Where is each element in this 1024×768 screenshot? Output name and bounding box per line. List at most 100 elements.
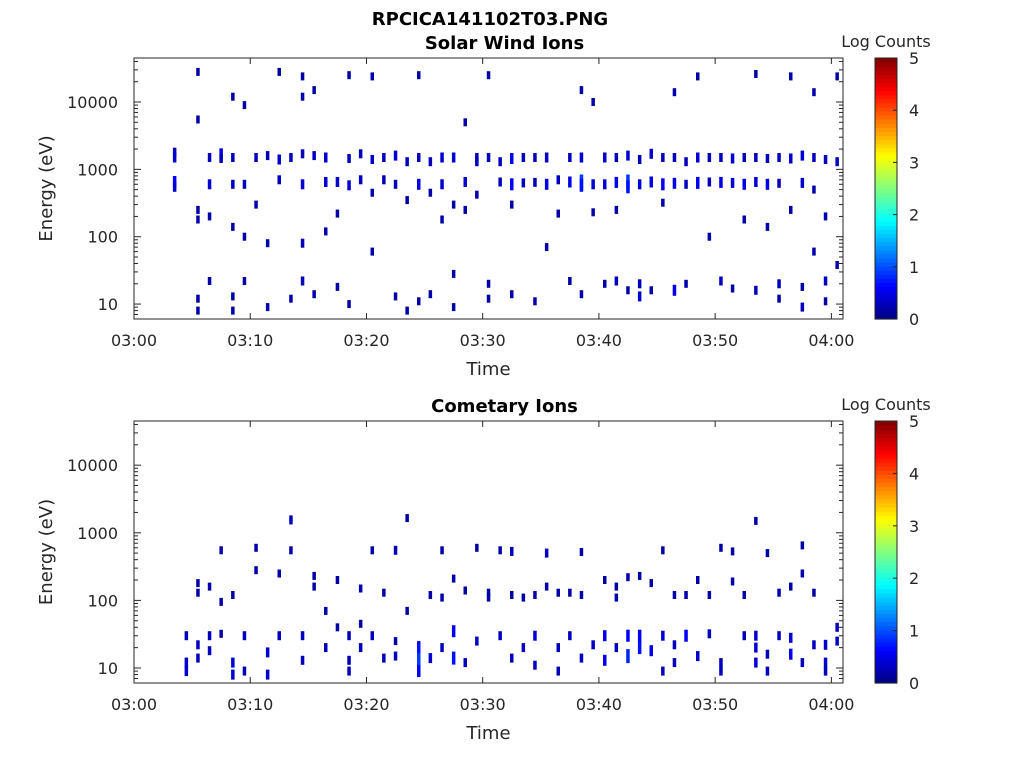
colorbar-swatch (875, 588, 897, 594)
heatmap-cell (626, 573, 630, 582)
heatmap-cell (277, 67, 281, 76)
axes-frame (133, 420, 844, 684)
colorbar-swatch (875, 445, 897, 451)
heatmap-cell (765, 178, 770, 190)
colorbar-swatch (875, 457, 897, 463)
heatmap-cell (510, 591, 514, 599)
heatmap-cell (603, 279, 607, 288)
heatmap-cell (451, 200, 456, 209)
heatmap-cell (382, 175, 386, 185)
heatmap-cell (730, 284, 735, 293)
heatmap-cell (568, 588, 572, 597)
heatmap-cell (521, 643, 526, 653)
colorbar-swatch (875, 662, 897, 668)
heatmap-cell (696, 176, 700, 189)
heatmap-cell (440, 152, 444, 163)
heatmap-cell (510, 290, 514, 299)
heatmap-cell (684, 179, 688, 189)
x-tick-label: 04:00 (808, 695, 854, 714)
heatmap-cell (649, 579, 653, 588)
heatmap-cell (347, 154, 351, 163)
heatmap-cell (579, 86, 584, 95)
heatmap-cell (300, 72, 305, 81)
colorbar-swatch (875, 257, 897, 263)
colorbar-swatch (875, 629, 897, 635)
heatmap-cell (393, 179, 398, 189)
heatmap-cell (661, 666, 665, 676)
colorbar-swatch (875, 527, 897, 533)
colorbar-swatch (875, 168, 897, 173)
colorbar-swatch (875, 127, 897, 133)
heatmap-cell (823, 297, 828, 306)
heatmap-cell (370, 188, 374, 197)
colorbar-swatch (875, 143, 897, 149)
heatmap-cell (196, 294, 200, 303)
heatmap-cell (510, 546, 514, 556)
colorbar-swatch (875, 478, 897, 483)
heatmap-cell (521, 153, 526, 162)
colorbar-swatch (875, 613, 897, 619)
colorbar-swatch (875, 237, 897, 243)
heatmap-cell (719, 153, 723, 162)
colorbar-swatch (875, 637, 897, 643)
heatmap-cell (184, 657, 189, 668)
colorbar-tick-label: 2 (909, 569, 919, 588)
colorbar-swatch (875, 188, 897, 194)
heatmap-cell (300, 631, 305, 641)
heatmap-cell (277, 175, 281, 185)
y-tick-label: 10000 (67, 456, 118, 475)
heatmap-cell (451, 269, 456, 278)
heatmap-cell (823, 639, 828, 650)
heatmap-cell (812, 247, 816, 256)
colorbar-swatch (875, 515, 897, 520)
heatmap-cell (707, 177, 712, 187)
colorbar-frame (874, 420, 898, 684)
heatmap-cell (265, 669, 270, 680)
heatmap-cell (533, 297, 537, 306)
heatmap-cell (370, 546, 374, 555)
heatmap-cell (637, 279, 642, 289)
colorbar-swatch (875, 208, 897, 214)
heatmap-cell (417, 71, 421, 80)
heatmap-cell (358, 149, 363, 159)
colorbar-swatch (875, 584, 897, 590)
heatmap-cell (486, 294, 491, 303)
heatmap-cell (451, 152, 456, 163)
heatmap-cell (777, 631, 781, 641)
heatmap-cell (370, 72, 374, 81)
heatmap-cell (417, 665, 421, 678)
colorbar-swatch (875, 131, 897, 137)
colorbar-tick-label: 4 (909, 464, 919, 483)
heatmap-cell (254, 566, 258, 575)
heatmap-cell (324, 177, 328, 187)
heatmap-cell (405, 514, 409, 523)
heatmap-cell (231, 306, 235, 315)
y-tick-label: 10 (98, 659, 118, 678)
colorbar-swatch (875, 646, 897, 651)
colorbar-swatch (875, 564, 897, 569)
heatmap-cell (475, 190, 479, 199)
heatmap-cell (417, 153, 421, 162)
x-tick-label: 03:50 (692, 695, 738, 714)
heatmap-cell (789, 72, 793, 81)
colorbar-swatch (875, 221, 897, 226)
colorbar-swatch (875, 249, 897, 255)
colorbar-swatch (875, 539, 897, 545)
heatmap-cell (614, 276, 619, 286)
heatmap-cell (463, 205, 467, 214)
y-tick-label: 10 (98, 295, 118, 314)
heatmap-cell (358, 175, 363, 185)
heatmap-cell (335, 209, 340, 218)
chart-title: Cometary Ions (431, 396, 578, 417)
heatmap-cell (835, 261, 839, 269)
heatmap-cell (696, 72, 700, 81)
heatmap-cell (556, 209, 560, 218)
heatmap-cell (440, 593, 444, 602)
colorbar-swatch (875, 314, 897, 320)
heatmap-cell (184, 631, 189, 641)
heatmap-cell (486, 279, 491, 288)
heatmap-cell (823, 212, 828, 221)
heatmap-cell (672, 591, 677, 599)
colorbar-swatch (875, 621, 897, 627)
heatmap-cell (475, 543, 479, 552)
